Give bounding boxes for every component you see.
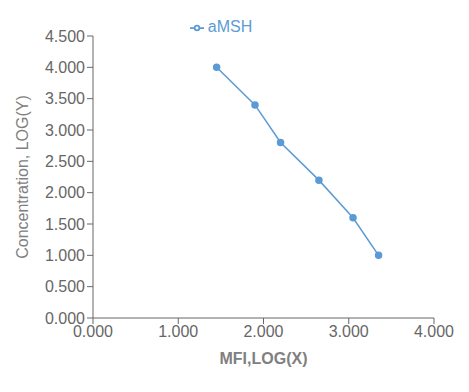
html-text:aMSH: aMSH (207, 18, 253, 35)
svg-text:4.000: 4.000 (45, 59, 85, 76)
svg-text:0.000: 0.000 (45, 310, 85, 327)
svg-text:1.000: 1.000 (158, 323, 198, 340)
svg-text:2.500: 2.500 (45, 153, 85, 170)
svg-text:4.000: 4.000 (414, 323, 454, 340)
svg-text:1.500: 1.500 (45, 216, 85, 233)
svg-text:3.500: 3.500 (45, 90, 85, 107)
svg-text:3.000: 3.000 (45, 122, 85, 139)
svg-text:Concentration, LOG(Y): Concentration, LOG(Y) (14, 95, 31, 259)
svg-text:4.500: 4.500 (45, 28, 85, 45)
svg-text:MFI,LOG(X): MFI,LOG(X) (220, 350, 308, 367)
svg-text:2.000: 2.000 (243, 323, 283, 340)
svg-text:2.000: 2.000 (45, 184, 85, 201)
svg-text:0.000: 0.000 (73, 323, 113, 341)
svg-text:1.000: 1.000 (45, 247, 85, 264)
svg-text:3.000: 3.000 (329, 323, 369, 340)
svg-text:0.500: 0.500 (45, 278, 85, 295)
